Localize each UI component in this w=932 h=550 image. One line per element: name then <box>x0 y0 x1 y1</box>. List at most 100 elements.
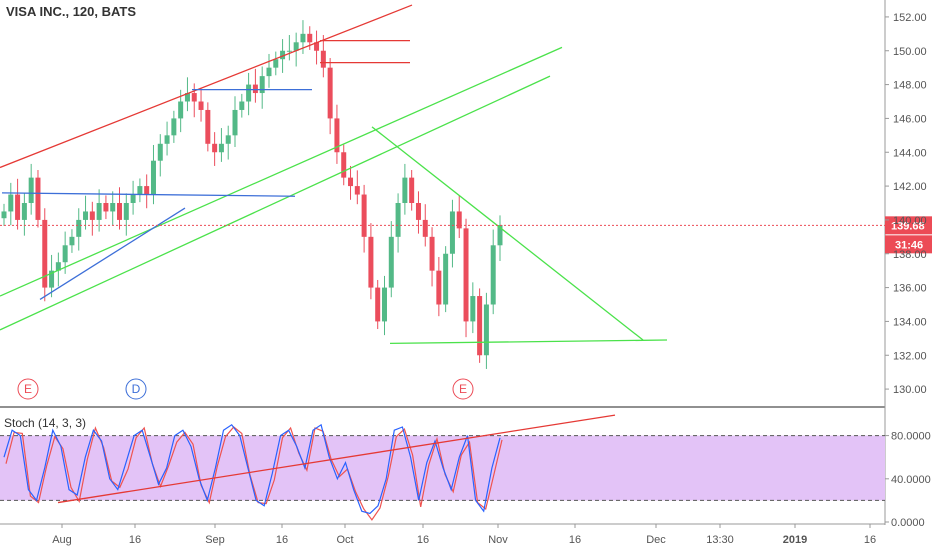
time-tick-label: Sep <box>205 534 225 546</box>
candle <box>381 275 387 336</box>
price-tick-label: 146.00 <box>893 113 927 125</box>
candle <box>463 218 469 338</box>
candle-body <box>198 101 204 110</box>
candle <box>28 163 34 215</box>
time-tick-label: 16 <box>864 534 876 546</box>
candle-body <box>402 177 408 203</box>
chart-title: VISA INC., 120, BATS <box>6 4 137 19</box>
green-descending-line <box>371 126 644 341</box>
time-axis[interactable]: Aug 16 Sep 16 Oct 16 Nov 16 Dec 13:30 2019 16 <box>52 524 876 546</box>
candle-body <box>300 33 306 43</box>
candle-body <box>83 211 89 220</box>
candle-body <box>123 203 129 220</box>
price-tag <box>885 216 932 235</box>
candle-body <box>266 67 272 77</box>
candle-body <box>239 101 245 110</box>
candle <box>361 184 367 253</box>
price-tick-label: 142.00 <box>893 181 927 193</box>
candle-body <box>293 42 299 51</box>
candle <box>354 170 360 205</box>
candle-body <box>157 143 163 161</box>
candle-body <box>388 236 394 288</box>
candle <box>96 189 102 232</box>
price-tick-label: 140.00 <box>893 215 927 227</box>
candle <box>246 72 252 116</box>
candle-body <box>456 211 462 229</box>
candle-body <box>15 194 21 220</box>
candle-body <box>171 118 177 136</box>
candle-body <box>178 101 184 119</box>
event-circle <box>452 378 474 400</box>
blue-rising-line <box>39 207 186 300</box>
event-label: E <box>24 382 32 396</box>
candle-body <box>212 143 218 153</box>
candle <box>21 193 27 236</box>
candle <box>150 144 156 205</box>
candle-body <box>334 118 340 153</box>
stoch-k-line <box>3 423 501 515</box>
candle <box>348 165 354 200</box>
time-tick-label: 2019 <box>783 534 807 546</box>
candle <box>395 193 401 253</box>
candle <box>266 53 272 88</box>
price-tick-label: 132.00 <box>893 350 927 362</box>
candle-body <box>103 203 109 212</box>
candle-body <box>205 109 211 144</box>
candle-body <box>375 287 381 322</box>
candle <box>429 227 435 287</box>
candle-body <box>55 262 61 271</box>
candle <box>137 178 143 203</box>
candle <box>225 125 231 160</box>
event-label: D <box>132 382 141 396</box>
price-tick-label: 144.00 <box>893 147 927 159</box>
candle-body <box>348 177 354 187</box>
candle-body <box>470 296 476 322</box>
candle-body <box>150 160 156 195</box>
candle <box>55 252 61 287</box>
candle-body <box>314 42 320 51</box>
candle-body <box>35 177 41 220</box>
candle <box>483 292 489 369</box>
price-axis[interactable]: 152.00 150.00 148.00 146.00 144.00 142.00 140.… <box>885 12 931 529</box>
candle-body <box>246 84 252 102</box>
price-pane[interactable]: 139.68 31:46 E D E <box>0 0 932 525</box>
candle <box>103 195 109 220</box>
green-support-line <box>389 339 668 345</box>
candle <box>157 134 163 177</box>
candle-body <box>144 186 150 195</box>
candle <box>69 229 75 253</box>
candle-body <box>286 50 292 52</box>
stoch-tick-label: 0.0000 <box>891 517 925 529</box>
candle <box>171 110 177 143</box>
candle-body <box>443 253 449 305</box>
stochastic-pane[interactable] <box>0 414 885 521</box>
candle-body <box>137 186 143 195</box>
candle-body <box>8 194 14 212</box>
candle <box>164 121 170 156</box>
candle-body <box>483 304 489 356</box>
candle-body <box>164 135 170 144</box>
candle-body <box>191 93 197 102</box>
candle <box>436 256 442 317</box>
candle-body <box>28 177 34 203</box>
candle-body <box>477 296 483 356</box>
candle-body <box>259 76 265 94</box>
candle <box>191 83 197 118</box>
candle <box>232 96 238 148</box>
candle <box>15 178 21 230</box>
candle-body <box>354 186 360 195</box>
event-marker: D <box>125 378 147 400</box>
candle-body <box>368 236 374 288</box>
candle <box>320 35 326 78</box>
candle-body <box>89 211 95 220</box>
channel-upper-line <box>0 4 413 169</box>
event-marker: E <box>17 378 39 400</box>
price-tick-label: 152.00 <box>893 12 927 24</box>
stoch-trendline <box>57 414 616 504</box>
candle <box>388 221 394 298</box>
price-tick-label: 148.00 <box>893 80 927 92</box>
candle <box>327 58 333 135</box>
candle-body <box>415 203 421 220</box>
price-tick-label: 130.00 <box>893 384 927 396</box>
